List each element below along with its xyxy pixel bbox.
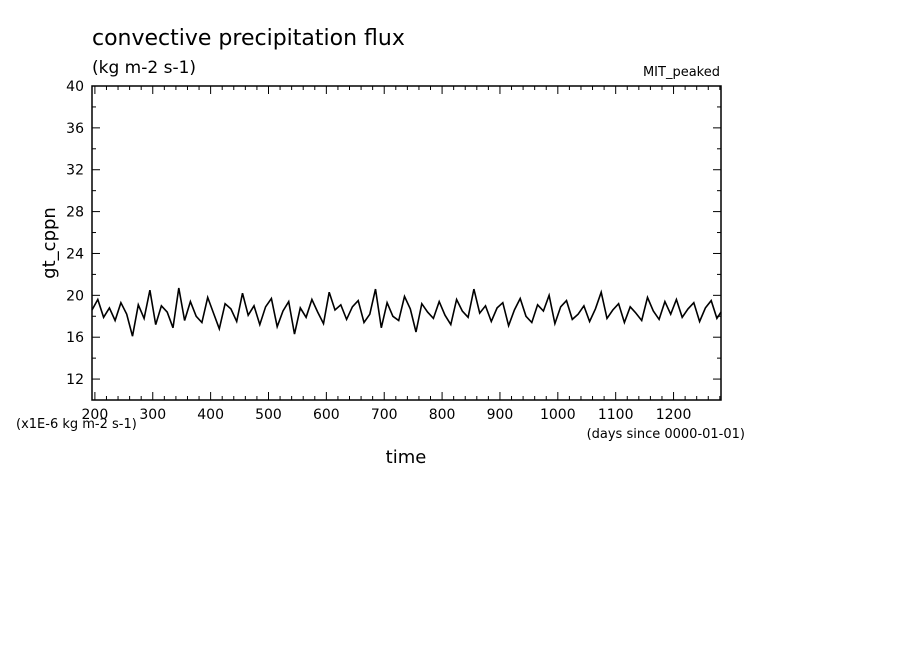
y-tick-label: 12 [66,372,84,388]
experiment-label: MIT_peaked [643,65,720,80]
x-tick-label: 1200 [656,407,692,423]
plot-frame [91,85,722,401]
x-tick-label: 200 [82,407,109,423]
x-tick-label: 300 [139,407,166,423]
y-tick-label: 20 [66,288,84,304]
y-tick-label: 36 [66,121,84,137]
y-axis-label: gt_cppn [39,207,60,279]
y-scale-note: (x1E-6 kg m-2 s-1) [16,417,137,432]
x-tick-label: 500 [255,407,282,423]
x-axis-label: time [386,447,427,468]
series-line [91,287,722,337]
x-tick-label: 900 [487,407,514,423]
x-tick-label: 1100 [598,407,634,423]
y-tick-label: 32 [66,163,84,179]
x-axis: 200 300 400 500 600 700 800 900 1000 1100 1200 [82,86,721,423]
x-tick-label: 1000 [540,407,576,423]
y-tick-label: 40 [66,79,84,95]
y-tick-label: 28 [66,205,84,221]
x-tick-label: 800 [429,407,456,423]
y-tick-label: 16 [66,330,84,346]
x-tick-label: 600 [313,407,340,423]
y-tick-label: 24 [66,246,84,262]
x-units-label: (days since 0000-01-01) [587,427,745,442]
chart-subtitle: (kg m-2 s-1) [92,58,196,78]
x-tick-label: 400 [197,407,224,423]
y-axis: 12 16 20 24 28 32 36 40 [66,79,721,401]
x-tick-label: 700 [371,407,398,423]
chart-title: convective precipitation flux [92,26,405,51]
